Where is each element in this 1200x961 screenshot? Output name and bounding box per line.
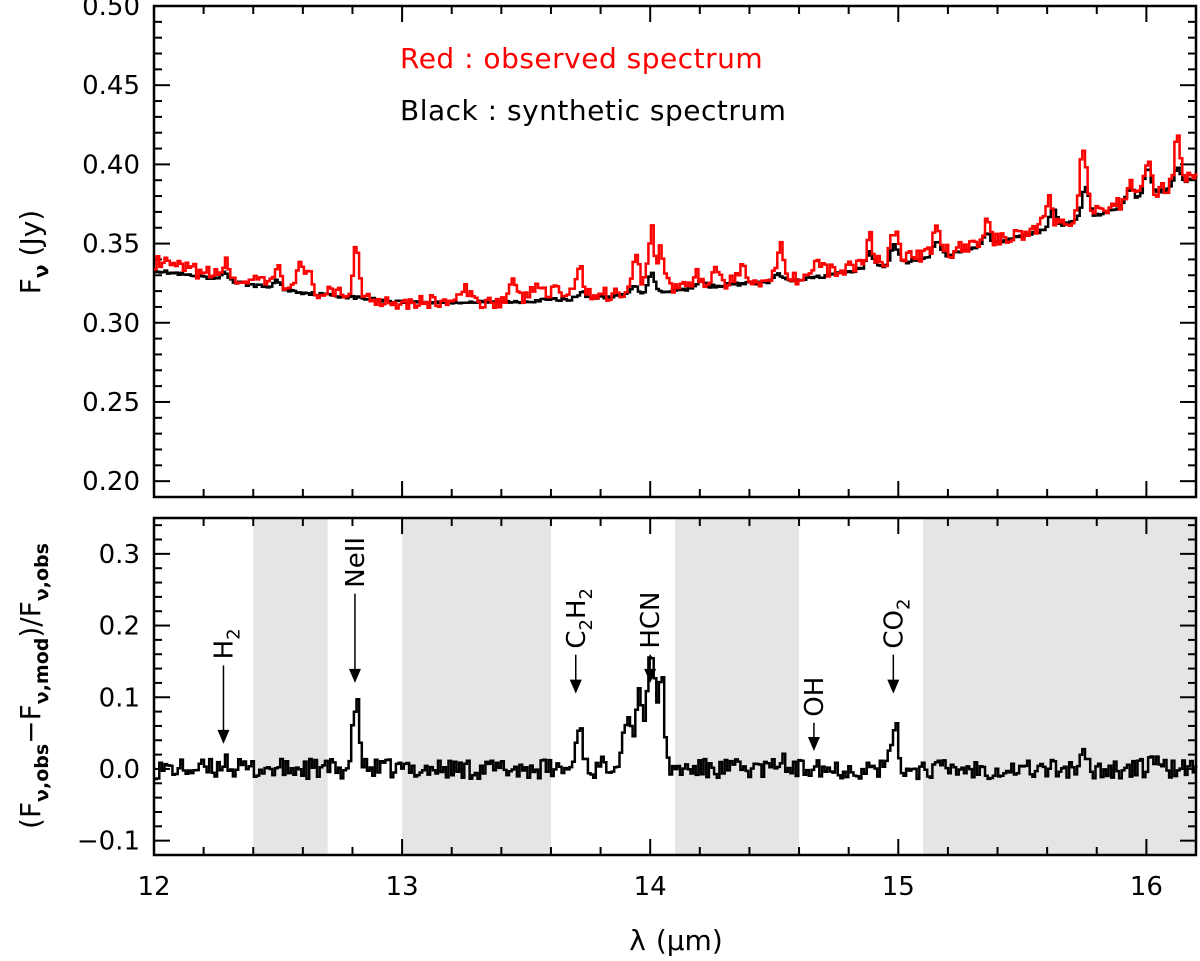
annotation-arrow-head: [569, 679, 582, 694]
top-y-tick-label: 0.20: [82, 467, 140, 497]
shaded-region: [253, 518, 328, 855]
bottom-y-tick-label: 0.3: [99, 540, 140, 570]
line-annotations: H2 NeII C2H2 HCN OH CO2: [209, 537, 914, 752]
annotation-arrow-head: [807, 737, 820, 752]
axis-ticks: [153, 5, 1197, 856]
x-axis-title: λ (μm): [629, 924, 723, 957]
shaded-region: [923, 518, 1196, 855]
top-y-tick-label: 0.30: [82, 309, 140, 339]
top-panel-frame: [152, 4, 1198, 499]
top-y-tick-label: 0.40: [82, 150, 140, 180]
observed-spectrum-line: [154, 134, 1198, 310]
annotation-arrow-head: [217, 729, 230, 744]
annotation-label: NeII: [341, 537, 371, 588]
top-y-tick-label: 0.50: [82, 0, 140, 22]
annotation-label: C2H2: [562, 588, 597, 649]
legend-synthetic: Black : synthetic spectrum: [400, 94, 786, 127]
tick-labels: 12 13 14 15 16 0.20 0.25 0.30 0.35 0.40 0.45 0.50 −0…: [77, 0, 1163, 902]
annotation-label: CO2: [879, 599, 914, 649]
bottom-y-tick-label: 0.2: [99, 612, 140, 642]
legend-observed: Red : observed spectrum: [400, 42, 763, 75]
bottom-y-axis-title: (Fν,obs−Fν,mod)/Fν,obs: [14, 543, 53, 829]
annotation-label: H2: [209, 628, 244, 659]
top-y-tick-label: 0.35: [82, 230, 140, 260]
top-y-axis-title: Fν(Jy): [14, 210, 53, 294]
annotation-arrow-head: [348, 668, 361, 683]
shaded-region: [402, 518, 551, 855]
shaded-region: [675, 518, 800, 855]
residual-spectrum-line: [154, 656, 1198, 781]
x-tick-label: 12: [137, 872, 170, 902]
x-tick-label: 16: [1130, 872, 1163, 902]
annotation-arrow-head: [887, 679, 900, 694]
annotation-label: HCN: [636, 591, 666, 648]
synthetic-spectrum-line: [154, 166, 1198, 305]
x-tick-label: 15: [882, 872, 915, 902]
shaded-regions: [253, 518, 1196, 855]
top-y-tick-label: 0.45: [82, 71, 140, 101]
bottom-y-tick-label: 0.1: [99, 683, 140, 713]
x-tick-label: 14: [634, 872, 667, 902]
bottom-y-tick-label: 0.0: [99, 755, 140, 785]
bottom-y-tick-label: −0.1: [77, 827, 140, 857]
annotation-label: OH: [800, 677, 830, 717]
top-y-tick-label: 0.25: [82, 388, 140, 418]
x-tick-label: 13: [386, 872, 419, 902]
annotation-arrow-head: [644, 668, 657, 683]
bottom-panel-frame: [152, 516, 1198, 857]
